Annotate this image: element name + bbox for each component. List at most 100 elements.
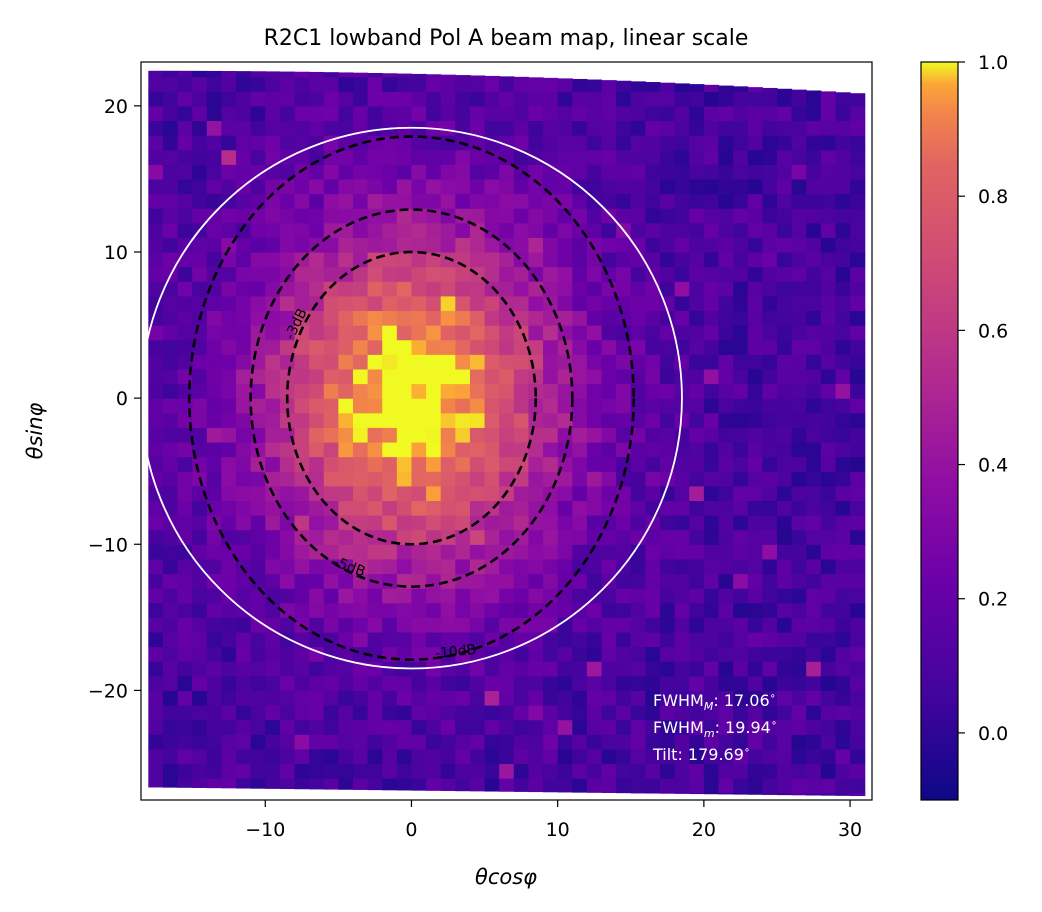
heatmap-cell xyxy=(367,471,383,487)
heatmap-cell xyxy=(703,208,720,224)
heatmap-cell xyxy=(367,544,383,560)
heatmap-cell xyxy=(177,91,193,107)
heatmap-cell xyxy=(367,237,383,253)
heatmap-cell xyxy=(221,427,237,443)
heatmap-cell xyxy=(850,120,866,136)
heatmap-cell xyxy=(236,456,252,472)
heatmap-cell xyxy=(586,208,603,224)
heatmap-cell xyxy=(820,178,837,195)
heatmap-cell xyxy=(528,91,544,107)
heatmap-cell xyxy=(733,412,749,428)
heatmap-cell xyxy=(689,529,705,545)
heatmap-cell xyxy=(703,515,720,531)
heatmap-cell xyxy=(177,456,193,472)
heatmap-cell xyxy=(484,383,500,399)
heatmap-cell xyxy=(265,149,281,165)
heatmap-cell xyxy=(162,178,179,195)
heatmap-cell xyxy=(835,398,851,414)
heatmap-cell xyxy=(221,295,237,312)
heatmap-cell xyxy=(630,705,646,721)
heatmap-cell xyxy=(323,661,339,677)
heatmap-cell xyxy=(689,617,705,633)
heatmap-cell xyxy=(645,631,661,648)
heatmap-cell xyxy=(221,471,237,487)
heatmap-cell xyxy=(148,105,164,122)
heatmap-cell xyxy=(396,135,413,151)
heatmap-cell xyxy=(250,71,266,78)
heatmap-cell xyxy=(279,602,296,618)
heatmap-cell xyxy=(718,719,734,735)
heatmap-cell xyxy=(703,485,720,502)
heatmap-cell xyxy=(279,456,296,472)
heatmap-cell xyxy=(747,354,763,370)
heatmap-cell xyxy=(440,631,456,648)
heatmap-cell xyxy=(265,456,281,472)
heatmap-cell xyxy=(762,383,778,399)
heatmap-cell xyxy=(776,485,793,502)
heatmap-cell xyxy=(206,120,223,136)
heatmap-cell xyxy=(338,193,354,209)
heatmap-cell xyxy=(776,588,793,604)
heatmap-cell xyxy=(148,573,164,589)
x-tick-label: 10 xyxy=(546,819,570,841)
heatmap-cell xyxy=(484,91,500,107)
heatmap-cell xyxy=(762,529,778,545)
heatmap-cell xyxy=(762,588,778,604)
heatmap-cell xyxy=(352,281,369,297)
heatmap-cell xyxy=(309,368,325,385)
heatmap-cell xyxy=(440,164,456,180)
heatmap-cell xyxy=(206,427,223,443)
heatmap-cell xyxy=(192,76,208,92)
heatmap-cell xyxy=(630,237,646,253)
heatmap-cell xyxy=(382,91,398,107)
heatmap-cell xyxy=(791,529,807,545)
heatmap-cell xyxy=(455,441,471,458)
heatmap-cell xyxy=(762,617,778,633)
heatmap-cell xyxy=(338,558,354,575)
heatmap-cell xyxy=(236,412,252,428)
heatmap-cell xyxy=(733,149,749,165)
heatmap-cell xyxy=(820,719,837,735)
heatmap-cell xyxy=(279,705,296,721)
heatmap-cell xyxy=(850,398,866,414)
heatmap-cell xyxy=(192,325,208,341)
heatmap-cell xyxy=(835,105,851,122)
heatmap-cell xyxy=(426,485,442,502)
heatmap-cell xyxy=(206,222,223,238)
heatmap-cell xyxy=(586,281,603,297)
heatmap-cell xyxy=(674,631,690,648)
heatmap-cell xyxy=(279,646,296,662)
heatmap-cell xyxy=(396,383,413,399)
heatmap-cell xyxy=(236,149,252,165)
heatmap-cell xyxy=(177,149,193,165)
heatmap-cell xyxy=(221,266,237,282)
heatmap-cell xyxy=(733,135,749,151)
heatmap-cell xyxy=(411,573,427,589)
heatmap-cell xyxy=(733,354,749,370)
heatmap-cell xyxy=(703,588,720,604)
heatmap-cell xyxy=(630,602,646,618)
heatmap-cell xyxy=(572,398,588,414)
heatmap-cell xyxy=(645,164,661,180)
heatmap-cell xyxy=(192,295,208,312)
heatmap-cell xyxy=(279,412,296,428)
heatmap-cell xyxy=(148,281,164,297)
heatmap-cell xyxy=(557,661,573,677)
heatmap-cell xyxy=(528,485,544,502)
heatmap-cell xyxy=(616,310,632,326)
heatmap-cell xyxy=(791,734,807,750)
heatmap-cell xyxy=(411,631,427,648)
heatmap-cell xyxy=(265,251,281,268)
heatmap-cell xyxy=(747,529,763,545)
heatmap-cell xyxy=(236,529,252,545)
heatmap-cell xyxy=(192,135,208,151)
heatmap-cell xyxy=(148,339,164,355)
heatmap-cell xyxy=(206,70,223,78)
heatmap-cell xyxy=(382,310,398,326)
heatmap-cell xyxy=(279,295,296,312)
heatmap-cell xyxy=(440,325,456,341)
heatmap-cell xyxy=(192,441,208,458)
heatmap-cell xyxy=(426,295,442,312)
heatmap-cell xyxy=(747,295,763,312)
